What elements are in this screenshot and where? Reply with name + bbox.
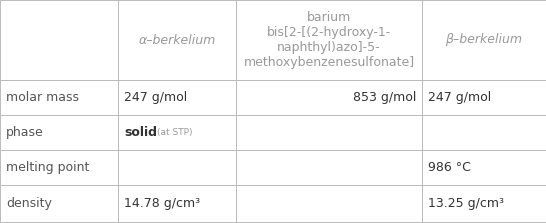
Text: 986 °C: 986 °C: [428, 161, 471, 174]
Bar: [0, 80, 118, 115]
Text: 247 g/mol: 247 g/mol: [428, 91, 491, 104]
Bar: [422, 150, 546, 185]
Bar: [0, 115, 118, 150]
Bar: [0, 185, 118, 222]
Bar: [236, 80, 422, 115]
Bar: [236, 185, 422, 222]
Bar: [236, 150, 422, 185]
Bar: [118, 0, 236, 80]
Text: 853 g/mol: 853 g/mol: [353, 91, 416, 104]
Bar: [422, 115, 546, 150]
Text: 13.25 g/cm³: 13.25 g/cm³: [428, 197, 504, 210]
Bar: [422, 80, 546, 115]
Bar: [118, 80, 236, 115]
Bar: [118, 185, 236, 222]
Text: density: density: [6, 197, 52, 210]
Bar: [118, 150, 236, 185]
Bar: [118, 115, 236, 150]
Bar: [0, 150, 118, 185]
Text: melting point: melting point: [6, 161, 90, 174]
Text: α–berkelium: α–berkelium: [138, 33, 216, 47]
Bar: [422, 185, 546, 222]
Bar: [0, 0, 118, 80]
Text: (at STP): (at STP): [157, 128, 193, 137]
Bar: [236, 0, 422, 80]
Text: 14.78 g/cm³: 14.78 g/cm³: [124, 197, 200, 210]
Text: 247 g/mol: 247 g/mol: [124, 91, 187, 104]
Text: molar mass: molar mass: [6, 91, 79, 104]
Text: β–berkelium: β–berkelium: [446, 33, 523, 47]
Text: phase: phase: [6, 126, 44, 139]
Bar: [422, 0, 546, 80]
Text: solid: solid: [124, 126, 157, 139]
Bar: [236, 115, 422, 150]
Text: barium
bis[2-[(2-hydroxy-1-
naphthyl)azo]-5-
methoxybenzenesulfonate]: barium bis[2-[(2-hydroxy-1- naphthyl)azo…: [244, 11, 414, 69]
